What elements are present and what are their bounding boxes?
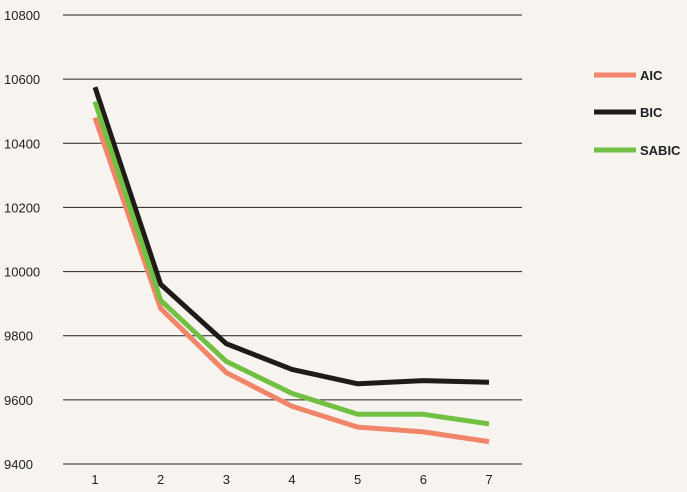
x-tick-label: 1 xyxy=(91,472,98,487)
grid-lines xyxy=(63,14,522,465)
y-tick-label: 9400 xyxy=(4,457,33,472)
x-axis-tick-labels: 1 2 3 4 5 6 7 xyxy=(91,472,492,487)
legend-label: AIC xyxy=(640,68,663,83)
y-axis-tick-labels: 9400 9600 9800 10000 10200 10400 10600 10800 xyxy=(4,8,40,472)
series-line-aic xyxy=(92,116,490,445)
legend-item-bic: BIC xyxy=(594,105,663,120)
x-tick-label: 4 xyxy=(288,472,295,487)
y-tick-label: 10600 xyxy=(4,72,40,87)
legend-label: BIC xyxy=(640,105,663,120)
legend-label: SABIC xyxy=(640,143,681,158)
x-tick-label: 5 xyxy=(354,472,361,487)
legend-item-sabic: SABIC xyxy=(594,143,681,158)
x-tick-label: 2 xyxy=(157,472,164,487)
series-lines xyxy=(92,86,490,445)
legend-item-aic: AIC xyxy=(594,68,663,83)
series-line-bic xyxy=(92,86,490,387)
x-tick-label: 6 xyxy=(420,472,427,487)
y-tick-label: 10200 xyxy=(4,200,40,215)
x-tick-label: 7 xyxy=(485,472,492,487)
y-tick-label: 10000 xyxy=(4,265,40,280)
y-tick-label: 9800 xyxy=(4,329,33,344)
y-tick-label: 9600 xyxy=(4,393,33,408)
y-tick-label: 10400 xyxy=(4,136,40,151)
y-tick-label: 10800 xyxy=(4,8,40,23)
series-line-sabic xyxy=(92,100,490,427)
legend: AIC BIC SABIC xyxy=(594,68,681,158)
x-tick-label: 3 xyxy=(223,472,230,487)
